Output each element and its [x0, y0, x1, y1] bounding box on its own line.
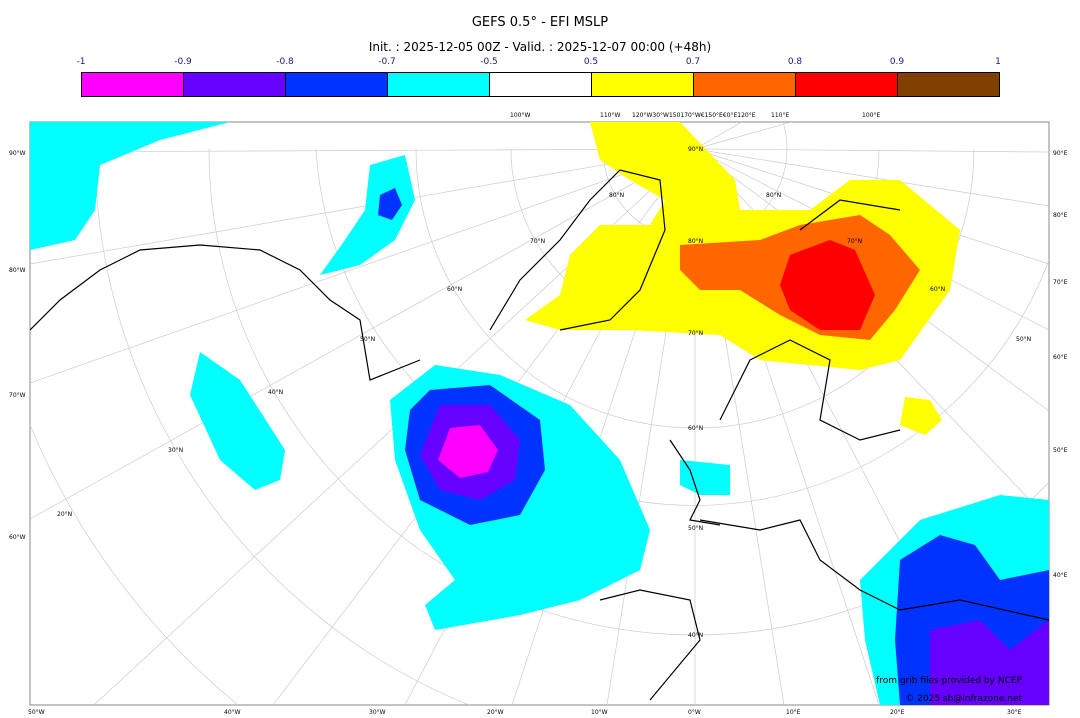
- right-label: 70°E: [1053, 279, 1068, 286]
- lat-label: 70°N: [847, 238, 862, 245]
- left-label: 80°W: [9, 267, 26, 274]
- left-label: 70°W: [9, 392, 26, 399]
- lat-label: 70°N: [688, 330, 703, 337]
- bottom-label: 20°E: [890, 709, 905, 716]
- lat-label: 40°N: [688, 632, 703, 639]
- lat-label: 30°N: [168, 447, 183, 454]
- lat-label: 80°N: [766, 192, 781, 199]
- latitude-labels: 90°N 80°N 70°N 60°N 50°N 40°N 80°N 70°N …: [57, 146, 1031, 639]
- colorbar-segment: [694, 73, 796, 96]
- right-label: 80°E: [1053, 212, 1068, 219]
- colorbar-segment: [592, 73, 694, 96]
- colorbar-label: -0.9: [174, 57, 192, 67]
- copyright-credit: © 2025 sb@infrazone.net: [905, 694, 1022, 704]
- bottom-label: 20°W: [487, 709, 504, 716]
- bottom-label: 10°E: [786, 709, 801, 716]
- bottom-label: 50°W: [28, 709, 45, 716]
- axis-labels: 90°W 80°W 70°W 60°W 90°E 80°E 70°E 60°E …: [9, 112, 1068, 716]
- bottom-label: 30°E: [1007, 709, 1022, 716]
- lat-label: 70°N: [530, 238, 545, 245]
- lat-label: 50°N: [1016, 336, 1031, 343]
- lat-label: 80°N: [688, 238, 703, 245]
- colorbar-segment: [388, 73, 490, 96]
- colorbar-segment: [898, 73, 999, 96]
- colorbar-label: 1: [995, 57, 1001, 67]
- coastlines: [30, 169, 1049, 701]
- lat-label: 40°N: [268, 389, 283, 396]
- colorbar-segment: [184, 73, 286, 96]
- map-subtitle: Init. : 2025-12-05 00Z - Valid. : 2025-1…: [368, 40, 712, 54]
- colorbar-label: -0.8: [276, 57, 294, 67]
- colorbar-label: -1: [76, 57, 86, 67]
- colorbar-segment: [490, 73, 592, 96]
- source-credit: from grib files provided by NCEP: [876, 676, 1023, 686]
- colorbar-label: 0.7: [685, 57, 701, 67]
- bottom-label: 30°W: [369, 709, 386, 716]
- lat-label: 90°N: [688, 146, 703, 153]
- top-label: 110°W: [600, 112, 620, 119]
- colorbar: [81, 72, 1000, 97]
- colorbar-label: -0.5: [480, 57, 498, 67]
- colorbar-label: 0.5: [583, 57, 599, 67]
- lat-label: 60°N: [447, 286, 462, 293]
- bottom-label: 40°W: [224, 709, 241, 716]
- colorbar-label: -0.7: [378, 57, 396, 67]
- colorbar-segment: [796, 73, 898, 96]
- lat-label: 80°N: [609, 192, 624, 199]
- top-label: 100°W: [510, 112, 530, 119]
- bottom-label: 0°W: [688, 709, 701, 716]
- colorbar-segment: [286, 73, 388, 96]
- colorbar-label: 0.9: [889, 57, 905, 67]
- map-title: GEFS 0.5° - EFI MSLP: [471, 15, 609, 30]
- left-label: 90°W: [9, 150, 26, 157]
- top-label: 120°W30°W150170°W€150°E€0°E120°E: [632, 112, 756, 119]
- top-label: 100°E: [862, 112, 880, 119]
- right-label: 40°E: [1053, 572, 1068, 579]
- lat-label: 60°N: [930, 286, 945, 293]
- lat-label: 50°N: [688, 525, 703, 532]
- top-label: 110°E: [771, 112, 789, 119]
- lat-label: 20°N: [57, 511, 72, 518]
- colorbar-segment: [82, 73, 184, 96]
- right-label: 50°E: [1053, 447, 1068, 454]
- lat-label: 60°N: [688, 425, 703, 432]
- right-label: 90°E: [1053, 150, 1068, 157]
- right-label: 60°E: [1053, 354, 1068, 361]
- left-label: 60°W: [9, 534, 26, 541]
- lat-label: 50°N: [360, 336, 375, 343]
- bottom-label: 10°W: [591, 709, 608, 716]
- efi-field: [30, 122, 1049, 705]
- colorbar-label: 0.8: [787, 57, 803, 67]
